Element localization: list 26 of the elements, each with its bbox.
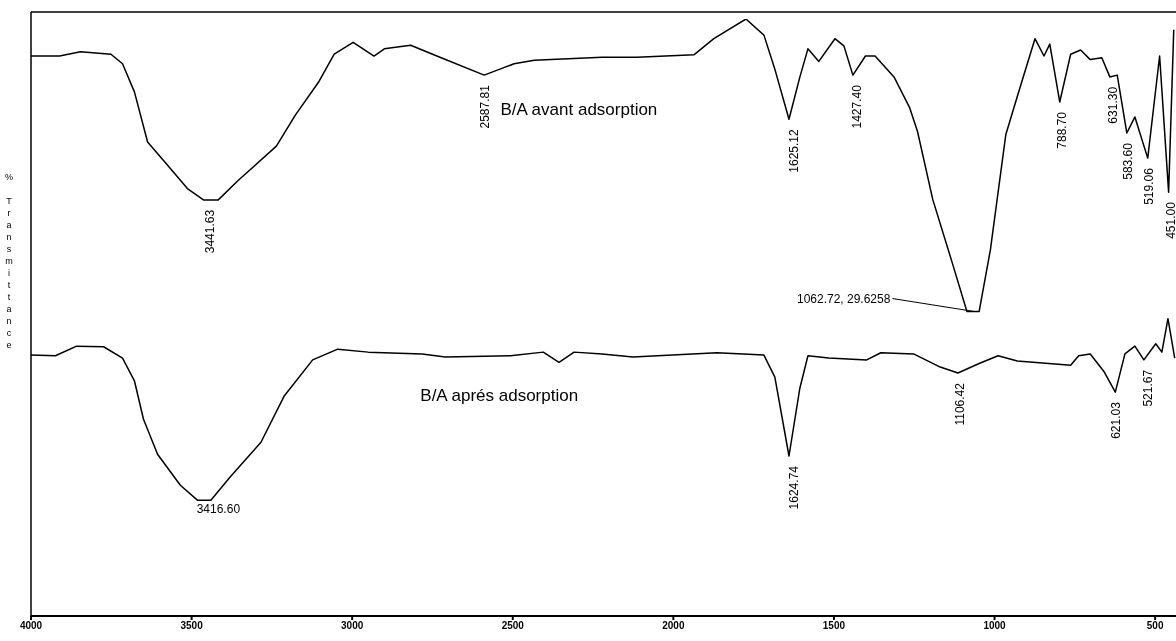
x-tick-label: 3000 [341,620,364,632]
annotation: 1427.40 [850,84,865,129]
annotation: 521.67 [1141,369,1156,407]
annotation: 1106.42 [953,382,968,426]
x-tick-label: 2000 [662,620,685,632]
annotation: 2587.81 [477,84,492,129]
annotation: 3441.63 [203,209,218,254]
annotation: 3416.60 [196,502,241,517]
x-tick-label: 500 [1146,620,1164,632]
annotation: 621.03 [1109,401,1124,439]
annotation: 1624.74 [786,465,801,510]
x-tick-label: 3500 [180,620,204,632]
annotation: 631.30 [1105,86,1120,124]
annotation: 788.70 [1055,111,1070,149]
annotation: 583.60 [1121,142,1136,180]
text: % Transmittance [4,172,14,350]
annotation: 1625.12 [786,128,801,173]
annotation: 451.00 [1163,201,1176,239]
annotation: 519.06 [1142,167,1156,205]
x-tick-label: 1500 [822,620,846,632]
x-tick-label: 2500 [501,620,525,632]
x-tick-label: 4000 [19,620,43,632]
series-label: B/A avant adsorption [500,99,658,119]
x-tick-label: 1000 [983,620,1007,632]
series-label: B/A aprés adsorption [420,386,579,406]
annotation: 1062.72, 29.6258 [796,291,891,306]
